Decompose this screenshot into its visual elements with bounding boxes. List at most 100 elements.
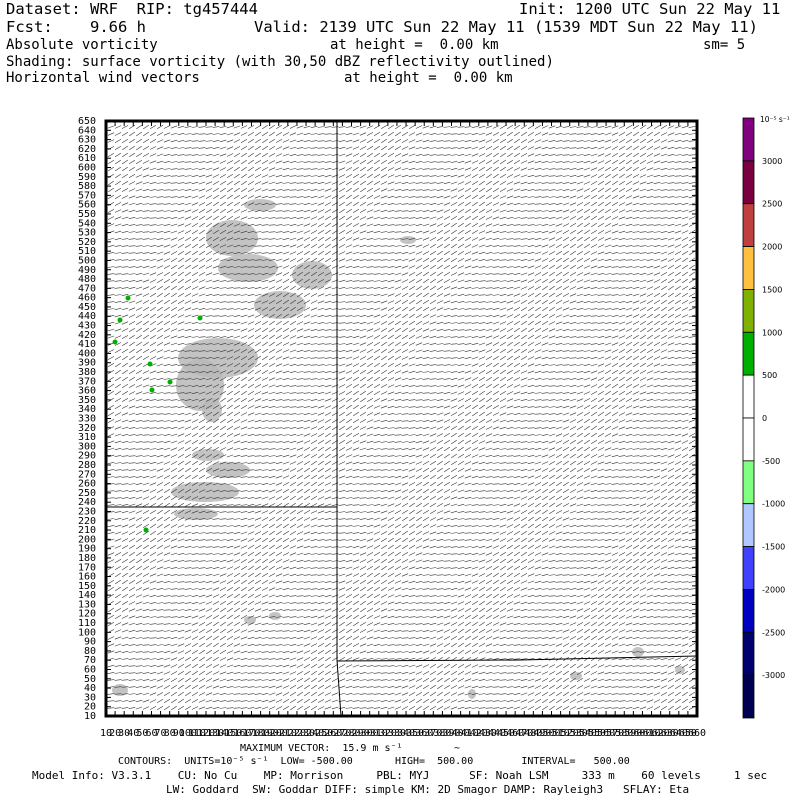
y-tick-label-90: 90 (84, 637, 96, 648)
x-tick-label-40: 40 (127, 728, 139, 739)
y-tick-label-210: 210 (78, 525, 96, 536)
y-tick-label-300: 300 (78, 441, 96, 452)
y-tick-label-410: 410 (78, 339, 96, 350)
colorbar-segment-0 (742, 117, 755, 162)
forecast-hour-label: Fcst: 9.66 h (6, 18, 146, 36)
vorticity-shade-16 (468, 689, 476, 699)
y-tick-label-540: 540 (78, 218, 96, 229)
x-tick-label-320: 320 (379, 728, 397, 739)
y-tick-label-200: 200 (78, 534, 96, 545)
y-tick-label-30: 30 (84, 692, 96, 703)
dataset-label: Dataset: WRF RIP: tg457444 (6, 0, 258, 18)
vorticity-positive-6 (197, 315, 203, 321)
plot-frame (104, 119, 699, 718)
colorbar-label-0: 3000 (762, 157, 782, 166)
colorbar-segment-10 (742, 546, 755, 590)
colorbar-label-9: -1500 (762, 543, 785, 552)
colorbar-segment-6 (742, 374, 755, 419)
y-tick-label-440: 440 (78, 311, 96, 322)
x-tick-label-220: 220 (288, 728, 306, 739)
vorticity-positive-5 (149, 387, 155, 393)
x-tick-label-180: 180 (252, 728, 270, 739)
x-tick-label-610: 610 (643, 728, 661, 739)
y-tick-label-80: 80 (84, 646, 96, 657)
vorticity-shade-8 (192, 449, 224, 461)
y-tick-label-40: 40 (84, 683, 96, 694)
y-tick-label-630: 630 (78, 135, 96, 146)
vorticity-positive-4 (167, 379, 173, 385)
y-tick-label-230: 230 (78, 506, 96, 517)
x-tick-label-280: 280 (342, 728, 360, 739)
vorticity-shade-12 (400, 236, 416, 244)
y-tick-label-120: 120 (78, 609, 96, 620)
x-tick-label-350: 350 (406, 728, 424, 739)
x-tick-label-100: 100 (179, 728, 197, 739)
x-tick-label-240: 240 (306, 728, 324, 739)
x-tick-label-140: 140 (215, 728, 233, 739)
x-tick-label-70: 70 (155, 728, 167, 739)
vorticity-shade-2 (218, 254, 278, 282)
y-tick-label-350: 350 (78, 395, 96, 406)
x-tick-label-170: 170 (242, 728, 260, 739)
y-tick-label-450: 450 (78, 302, 96, 313)
colorbar-segment-12 (742, 631, 755, 676)
colorbar-segment-5 (742, 331, 755, 376)
x-tick-label-300: 300 (361, 728, 379, 739)
vorticity-shade-0 (244, 199, 276, 211)
colorbar-label-3: 1500 (762, 285, 782, 294)
x-tick-label-490: 490 (533, 728, 551, 739)
border-line-vertical (336, 121, 342, 717)
y-tick-label-70: 70 (84, 655, 96, 666)
x-tick-label-230: 230 (297, 728, 315, 739)
y-tick-label-190: 190 (78, 544, 96, 555)
x-tick-label-360: 360 (415, 728, 433, 739)
y-tick-label-150: 150 (78, 581, 96, 592)
x-tick-label-110: 110 (188, 728, 206, 739)
field-height-label: at height = 0.00 km (330, 37, 499, 53)
y-tick-label-380: 380 (78, 367, 96, 378)
x-tick-label-600: 600 (633, 728, 651, 739)
x-tick-label-260: 260 (324, 728, 342, 739)
y-tick-label-620: 620 (78, 144, 96, 155)
vector-field-label: Horizontal wind vectors (6, 70, 200, 86)
y-tick-label-570: 570 (78, 190, 96, 201)
x-tick-label-370: 370 (424, 728, 442, 739)
colorbar-label-12: -3000 (762, 671, 785, 680)
vector-height-label: at height = 0.00 km (344, 70, 513, 86)
y-tick-label-310: 310 (78, 432, 96, 443)
x-tick-label-550: 550 (588, 728, 606, 739)
vorticity-shade-7 (202, 398, 222, 422)
y-tick-label-430: 430 (78, 321, 96, 332)
colorbar-label-10: -2000 (762, 585, 785, 594)
vorticity-shade-19 (675, 666, 685, 674)
x-tick-label-80: 80 (164, 728, 176, 739)
vorticity-shade-17 (570, 672, 582, 680)
y-tick-label-520: 520 (78, 237, 96, 248)
x-tick-label-420: 420 (470, 728, 488, 739)
x-tick-label-440: 440 (488, 728, 506, 739)
colorbar-segment-1 (742, 160, 755, 205)
border-line-south (336, 655, 698, 662)
x-tick-label-200: 200 (270, 728, 288, 739)
x-tick-label-90: 90 (173, 728, 185, 739)
vorticity-positive-0 (125, 295, 131, 301)
x-tick-label-60: 60 (145, 728, 157, 739)
y-tick-label-280: 280 (78, 460, 96, 471)
y-tick-label-390: 390 (78, 358, 96, 369)
x-tick-label-380: 380 (433, 728, 451, 739)
x-tick-label-560: 560 (597, 728, 615, 739)
x-tick-label-160: 160 (233, 728, 251, 739)
x-tick-label-10: 10 (100, 728, 112, 739)
y-tick-label-490: 490 (78, 265, 96, 276)
y-tick-label-640: 640 (78, 125, 96, 136)
y-tick-label-650: 650 (78, 116, 96, 127)
y-tick-label-420: 420 (78, 330, 96, 341)
x-tick-label-150: 150 (224, 728, 242, 739)
colorbar-segment-2 (742, 203, 755, 247)
x-tick-label-250: 250 (315, 728, 333, 739)
y-tick-label-370: 370 (78, 376, 96, 387)
colorbar-label-4: 1000 (762, 328, 782, 337)
x-tick-label-650: 650 (679, 728, 697, 739)
x-tick-label-660: 660 (688, 728, 706, 739)
colorbar-label-2: 2000 (762, 243, 782, 252)
